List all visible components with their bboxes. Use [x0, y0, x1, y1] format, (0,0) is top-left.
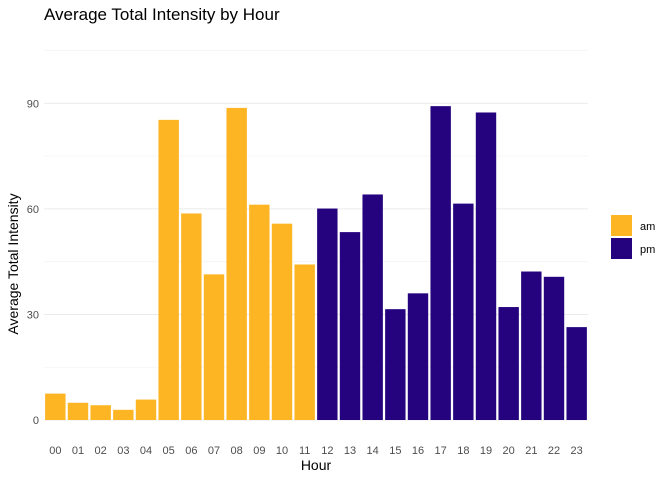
bar-hour-06: [181, 213, 202, 420]
x-tick-label: 12: [321, 445, 333, 457]
x-axis-title: Hour: [301, 457, 332, 473]
bar-hour-04: [135, 399, 157, 420]
bar-hour-01: [67, 402, 89, 420]
x-tick-label: 16: [412, 445, 424, 457]
x-tick-label: 23: [571, 445, 583, 457]
x-tick-label: 18: [457, 445, 469, 457]
bar-hour-08: [226, 107, 247, 420]
x-tick-label: 11: [299, 445, 310, 457]
x-tick-label: 14: [367, 445, 379, 457]
legend: am pm: [611, 215, 655, 259]
y-tick-label: 90: [27, 98, 39, 110]
y-axis-title: Average Total Intensity: [5, 193, 21, 334]
x-tick-label: 08: [231, 445, 243, 457]
grid-lines: [44, 50, 588, 421]
x-tick-label: 19: [480, 445, 492, 457]
x-tick-label: 21: [525, 445, 537, 457]
x-tick-label: 22: [548, 445, 560, 457]
bar-hour-02: [90, 405, 111, 420]
x-tick-label: 06: [185, 445, 197, 457]
y-tick-label: 60: [27, 204, 39, 216]
bar-hour-19: [475, 112, 497, 421]
x-tick-label: 13: [344, 445, 356, 457]
bar-hour-20: [498, 307, 519, 420]
bar-hour-03: [113, 409, 134, 420]
bar-hour-05: [158, 119, 179, 421]
bar-hour-18: [453, 203, 474, 420]
x-tick-labels: 00 01 02 03 04 05 06 07 08 09 10 11 12 13 14 15 16 17 18 19…: [49, 445, 583, 457]
bar-hour-17: [430, 106, 451, 421]
bar-hour-12: [317, 208, 338, 420]
y-tick-labels: 0 30 60 90: [27, 98, 39, 427]
x-tick-label: 04: [140, 445, 152, 457]
x-tick-label: 09: [253, 445, 265, 457]
x-tick-label: 01: [72, 445, 84, 457]
x-tick-label: 20: [503, 445, 515, 457]
x-tick-label: 03: [117, 445, 129, 457]
bar-hour-11: [294, 264, 315, 420]
legend-label-pm: pm: [640, 244, 655, 256]
legend-label-am: am: [640, 221, 655, 233]
x-tick-label: 07: [208, 445, 220, 457]
x-tick-label: 02: [95, 445, 107, 457]
bar-hour-10: [271, 223, 293, 420]
bar-hour-21: [521, 271, 542, 420]
x-tick-label: 05: [163, 445, 175, 457]
legend-key-pm: [611, 238, 632, 259]
bar-hour-14: [362, 194, 383, 420]
bar-hour-00: [45, 393, 66, 420]
bar-hour-15: [385, 309, 406, 420]
x-tick-label: 17: [435, 445, 447, 457]
y-tick-label: 30: [27, 309, 39, 321]
x-tick-label: 15: [389, 445, 401, 457]
bar-hour-07: [203, 274, 225, 420]
bars: [45, 106, 587, 421]
bar-hour-09: [249, 204, 270, 420]
bar-hour-22: [543, 276, 565, 420]
bar-hour-23: [566, 327, 587, 420]
chart-title: Average Total Intensity by Hour: [44, 5, 280, 24]
legend-key-am: [611, 215, 632, 236]
bar-hour-13: [339, 232, 361, 420]
y-tick-label: 0: [33, 415, 39, 427]
x-tick-label: 00: [49, 445, 61, 457]
x-tick-label: 10: [276, 445, 288, 457]
bar-hour-16: [407, 293, 429, 420]
